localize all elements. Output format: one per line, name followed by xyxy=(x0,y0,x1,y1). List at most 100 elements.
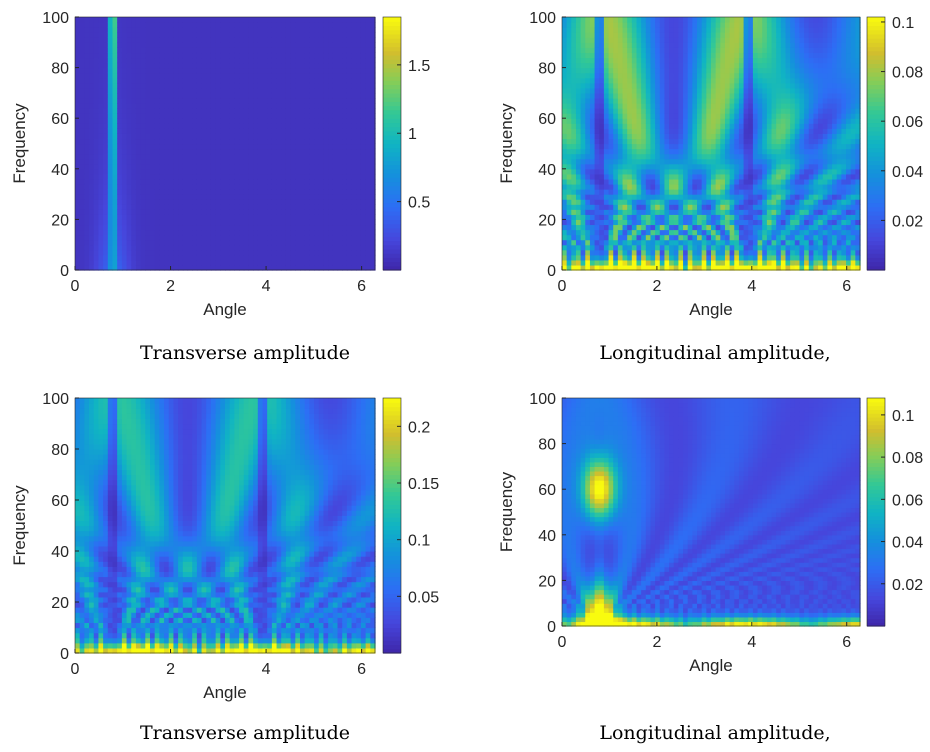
heatmap-cell xyxy=(599,138,605,145)
heatmap-cell xyxy=(309,244,315,251)
heatmap-cell xyxy=(603,229,610,236)
heatmap-cell xyxy=(300,168,306,175)
heatmap-cell xyxy=(370,128,376,134)
heatmap-cell xyxy=(281,183,287,190)
heatmap-cell xyxy=(201,92,207,99)
heatmap-cell xyxy=(562,82,568,89)
heatmap-cell xyxy=(103,113,109,119)
heatmap-cell xyxy=(192,183,198,190)
heatmap-cell xyxy=(678,133,684,140)
heatmap-cell xyxy=(285,189,292,195)
heatmap-cell xyxy=(622,148,628,155)
heatmap-cell xyxy=(210,254,217,261)
heatmap-cell xyxy=(655,158,661,165)
heatmap-cell xyxy=(314,209,320,215)
heatmap-cell xyxy=(210,143,217,150)
heatmap-cell xyxy=(636,57,642,64)
heatmap-cell xyxy=(201,37,207,43)
heatmap-cell xyxy=(351,199,357,205)
heatmap-cell xyxy=(669,17,675,23)
heatmap-cell xyxy=(201,87,207,94)
heatmap-cell xyxy=(318,103,325,109)
heatmap-cell xyxy=(164,189,170,195)
heatmap-cell xyxy=(103,62,109,69)
heatmap-cell xyxy=(370,259,376,266)
heatmap-cell xyxy=(206,92,212,99)
heatmap-cell xyxy=(580,57,586,64)
heatmap-cell xyxy=(655,77,661,84)
heatmap-cell xyxy=(196,229,203,236)
heatmap-cell xyxy=(121,113,128,119)
heatmap-cell xyxy=(220,224,226,231)
heatmap-cell xyxy=(641,118,647,124)
heatmap-cell xyxy=(631,27,638,33)
heatmap-cell xyxy=(304,82,310,89)
heatmap-cell xyxy=(253,163,259,170)
heatmap-cell xyxy=(318,264,325,271)
heatmap-cell xyxy=(229,128,235,134)
heatmap-cell xyxy=(135,219,142,226)
heatmap-cell xyxy=(257,62,264,69)
heatmap-cell xyxy=(323,22,329,28)
heatmap-cell xyxy=(98,133,104,140)
heatmap-cell xyxy=(276,77,282,84)
heatmap-cell xyxy=(599,72,605,79)
heatmap-cell xyxy=(285,224,292,231)
heatmap-cell xyxy=(360,264,367,271)
heatmap-cell xyxy=(210,204,217,210)
heatmap-cell xyxy=(196,118,203,124)
heatmap-cell xyxy=(356,143,362,150)
heatmap-cell xyxy=(571,153,577,160)
heatmap-cell xyxy=(706,143,712,150)
heatmap-cell xyxy=(154,199,160,205)
heatmap-cell xyxy=(659,173,666,180)
heatmap-cell xyxy=(131,254,137,261)
heatmap-cell xyxy=(271,249,278,256)
heatmap-cell xyxy=(210,62,217,69)
heatmap-cell xyxy=(337,244,343,251)
heatmap-cell xyxy=(360,209,367,215)
heatmap-cell xyxy=(683,153,689,160)
heatmap-cell xyxy=(337,128,343,134)
heatmap-cell xyxy=(225,209,231,215)
heatmap-cell xyxy=(318,259,325,266)
heatmap-cell xyxy=(248,229,254,236)
heatmap-cell xyxy=(201,204,207,210)
heatmap-cell xyxy=(290,254,296,261)
heatmap-cell xyxy=(617,259,624,266)
heatmap-cell xyxy=(173,244,179,251)
heatmap-cell xyxy=(664,259,670,266)
heatmap-cell xyxy=(314,52,320,59)
heatmap-cell xyxy=(571,173,577,180)
heatmap-cell xyxy=(243,87,250,94)
heatmap-cell xyxy=(655,92,661,99)
heatmap-cell xyxy=(187,67,193,74)
heatmap-cell xyxy=(126,118,132,124)
heatmap-cell xyxy=(655,118,661,124)
heatmap-cell xyxy=(243,67,250,74)
heatmap-cell xyxy=(225,97,231,104)
heatmap-cell xyxy=(622,153,628,160)
heatmap-cell xyxy=(262,183,268,190)
heatmap-cell xyxy=(314,92,320,99)
heatmap-cell xyxy=(239,249,245,256)
heatmap-cell xyxy=(365,229,371,236)
heatmap-cell xyxy=(337,259,343,266)
heatmap-cell xyxy=(645,37,652,43)
heatmap-cell xyxy=(314,133,320,140)
heatmap-cell xyxy=(206,62,212,69)
x-axis-label: Angle xyxy=(203,300,246,319)
heatmap-cell xyxy=(645,97,652,104)
heatmap-cell xyxy=(636,264,642,271)
heatmap-cell xyxy=(636,72,642,79)
heatmap-cell xyxy=(360,259,367,266)
heatmap-cell xyxy=(678,183,684,190)
heatmap-cell xyxy=(332,224,339,231)
heatmap-cell xyxy=(75,113,81,119)
heatmap-cell xyxy=(93,108,100,114)
heatmap-cell xyxy=(636,199,642,205)
heatmap-cell xyxy=(206,219,212,226)
heatmap-cell xyxy=(608,62,614,69)
heatmap-cell xyxy=(93,239,100,246)
heatmap-cell xyxy=(594,123,600,129)
